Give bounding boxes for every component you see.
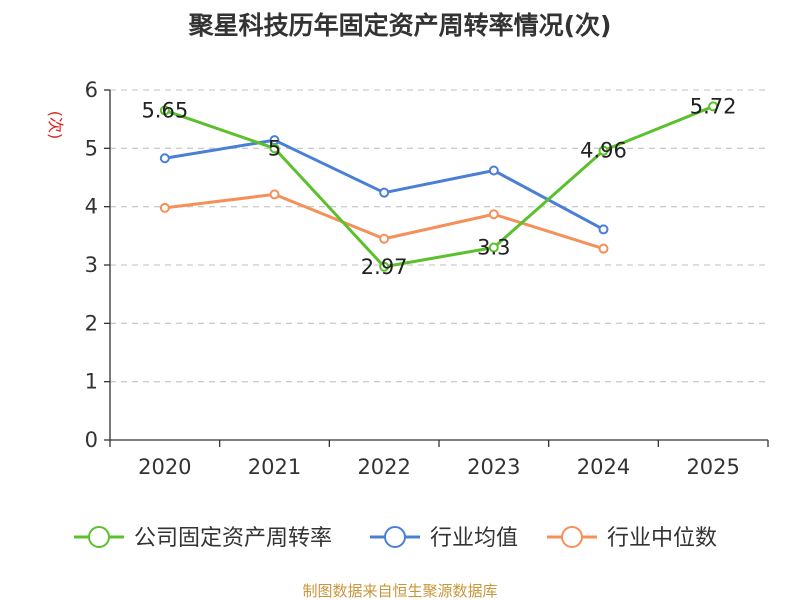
data-label-2023: 3.3 <box>477 236 510 260</box>
y-tick-label: 5 <box>85 136 98 160</box>
x-tick-label-2023: 2023 <box>467 455 520 479</box>
data-point-1-2023[interactable] <box>488 165 499 176</box>
data-point-2-2022[interactable] <box>379 233 390 244</box>
legend-circle-icon <box>88 526 110 548</box>
chart-title: 聚星科技历年固定资产周转率情况(次) <box>188 11 612 40</box>
data-point-0-2020[interactable] <box>159 105 170 116</box>
data-point-2-2023[interactable] <box>488 209 499 220</box>
data-point-0-2023[interactable] <box>488 242 499 253</box>
data-point-1-2022[interactable] <box>379 187 390 198</box>
y-tick-label: 1 <box>85 370 98 394</box>
data-point-0-2021[interactable] <box>269 143 280 154</box>
x-tick-label-2022: 2022 <box>357 455 410 479</box>
data-label-layer: 5.65 5 2.97 3.3 4.96 5.72 <box>141 94 736 278</box>
data-label-2022: 2.97 <box>361 255 408 279</box>
series-layer <box>159 101 719 272</box>
grid-layer <box>110 89 768 383</box>
y-tick-label: 0 <box>85 428 98 452</box>
series-line-0 <box>164 104 714 269</box>
data-label-2024: 4.96 <box>580 139 627 163</box>
y-tick-label: 4 <box>85 195 98 219</box>
x-tick-label-2020: 2020 <box>138 455 191 479</box>
data-point-2-2021[interactable] <box>269 189 280 200</box>
data-point-1-2024[interactable] <box>598 224 609 235</box>
legend: 公司固定资产周转率 行业均值 行业中位数 <box>74 526 717 551</box>
y-tick-label: 6 <box>85 78 98 102</box>
legend-item-0[interactable]: 公司固定资产周转率 <box>74 526 332 551</box>
x-tick-label-2021: 2021 <box>248 455 301 479</box>
data-point-0-2025[interactable] <box>708 101 719 112</box>
series-line-1 <box>164 138 605 231</box>
data-label-2025: 5.72 <box>690 94 737 118</box>
data-point-0-2024[interactable] <box>598 145 609 156</box>
x-tick-label-2024: 2024 <box>577 455 630 479</box>
data-point-0-2022[interactable] <box>379 261 390 272</box>
legend-label: 公司固定资产周转率 <box>134 526 332 551</box>
legend-item-2[interactable]: 行业中位数 <box>547 526 717 551</box>
data-point-2-2020[interactable] <box>159 202 170 213</box>
y-tick-label: 2 <box>85 311 98 335</box>
legend-circle-icon <box>384 526 406 548</box>
data-label-2021: 5 <box>268 136 281 160</box>
legend-label: 行业均值 <box>430 526 518 551</box>
y-tick-label: 3 <box>85 253 98 277</box>
x-tick-label-2025: 2025 <box>686 455 739 479</box>
source-note: 制图数据来自恒生聚源数据库 <box>302 582 497 600</box>
legend-item-1[interactable]: 行业均值 <box>370 526 518 551</box>
axis-layer: 0 1 2 3 4 5 6 2020 2021 2022 2023 2024 2025 <box>85 78 769 479</box>
legend-circle-icon <box>561 526 583 548</box>
data-point-1-2020[interactable] <box>159 153 170 164</box>
data-point-2-2024[interactable] <box>598 243 609 254</box>
data-label-2020: 5.65 <box>141 98 188 122</box>
legend-label: 行业中位数 <box>607 526 717 551</box>
y-axis-label: (次) <box>46 111 65 140</box>
